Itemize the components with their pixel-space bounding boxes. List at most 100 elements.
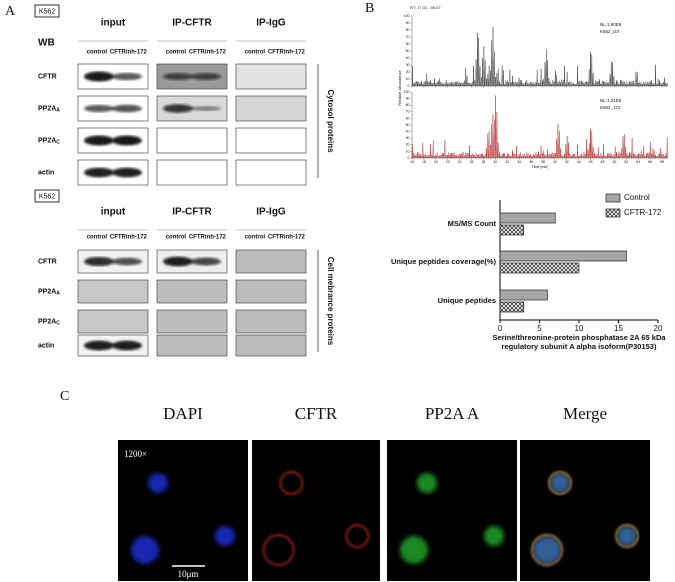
legend-label: CFTR-172 — [624, 208, 662, 217]
channel-label: CFTR — [295, 404, 338, 423]
y-tick-label: 0 — [408, 84, 410, 88]
bar — [499, 212, 556, 224]
band — [191, 73, 221, 80]
x-tick-label: 52 — [624, 160, 628, 164]
cell — [533, 536, 561, 564]
y-tick-label: 50 — [406, 123, 410, 127]
trace-name: K562_172 — [600, 105, 621, 110]
cell — [617, 526, 637, 546]
panel-label: C — [60, 389, 69, 404]
lane-label: control — [166, 235, 187, 241]
x-tick-label: 18 — [422, 160, 426, 164]
row-label-text: PP2A — [38, 137, 56, 144]
band — [84, 135, 114, 146]
micrograph — [252, 440, 380, 581]
band — [112, 167, 142, 178]
band — [84, 256, 114, 267]
lane-label: control — [166, 50, 187, 56]
y-tick-label: 100 — [404, 14, 410, 18]
legend-label: Control — [624, 193, 650, 202]
cell-membrane — [262, 534, 295, 566]
row-label: PP2AC — [38, 318, 60, 326]
trace-name: K562_ctrl — [600, 29, 619, 34]
lane-label: CFTRinh-172 — [110, 50, 148, 56]
x-tick-label: 42 — [565, 160, 569, 164]
band — [112, 72, 142, 81]
y-tick-label: 20 — [406, 70, 410, 74]
row-label: CFTR — [38, 73, 57, 80]
side-label: Cell mebrance proteins — [326, 257, 335, 346]
y-tick-label: 70 — [406, 35, 410, 39]
cell — [148, 473, 168, 493]
x-tick-label: 5 — [537, 324, 542, 333]
cell-membrane — [531, 534, 563, 566]
row-label-text: PP2A — [38, 318, 56, 325]
band — [84, 167, 114, 178]
category-label: MS/MS Count — [448, 219, 497, 228]
x-axis-label-line: Serine/threonine-protein phosphatase 2A … — [492, 333, 666, 342]
channel-label: DAPI — [163, 404, 203, 423]
x-tick-label: 26 — [470, 160, 474, 164]
category-label: Unique peptides — [438, 296, 496, 305]
x-tick-label: 28 — [481, 160, 485, 164]
trace-nl: NL:1.21E8 — [600, 98, 622, 103]
legend-swatch — [605, 193, 621, 203]
x-tick-label: 16 — [410, 160, 414, 164]
y-tick-label: 40 — [406, 56, 410, 60]
lane-label: CFTRinh-172 — [189, 235, 227, 241]
x-tick-label: 0 — [498, 324, 503, 333]
x-tick-label: 48 — [601, 160, 605, 164]
blot — [235, 95, 307, 122]
x-tick-label: 58 — [660, 160, 664, 164]
row-label: actin — [38, 342, 54, 349]
blot — [235, 159, 307, 186]
y-tick-label: 90 — [406, 21, 410, 25]
group-header: IP-CFTR — [172, 18, 212, 29]
group-header: IP-IgG — [256, 18, 286, 29]
y-axis-label: Relative Abundance — [397, 69, 402, 105]
band — [112, 257, 142, 266]
y-tick-label: 20 — [406, 143, 410, 147]
trace — [411, 95, 668, 159]
cell-line: K562 — [39, 8, 55, 15]
x-tick-label: 15 — [614, 324, 623, 333]
x-tick-label: 56 — [648, 160, 652, 164]
x-tick-label: 40 — [553, 160, 557, 164]
y-tick-label: 10 — [406, 149, 410, 153]
trace — [411, 26, 668, 87]
bar — [499, 289, 548, 301]
row-label-text: actin — [38, 342, 54, 349]
row-label: PP2AA — [38, 288, 60, 296]
row-label-sub: C — [56, 140, 60, 146]
lane-label: control — [87, 235, 108, 241]
y-tick-label: 30 — [406, 136, 410, 140]
channel-label: PP2A A — [425, 404, 480, 423]
cell-membrane — [548, 471, 572, 495]
bar — [499, 224, 525, 236]
y-tick-label: 30 — [406, 63, 410, 67]
bar — [499, 301, 525, 313]
x-tick-label: 34 — [517, 160, 521, 164]
x-tick-label: 54 — [636, 160, 640, 164]
cell — [550, 473, 570, 493]
lane-label: control — [245, 235, 266, 241]
group-header: input — [101, 207, 126, 218]
side-label: Cytosol proteins — [326, 89, 335, 153]
x-tick-label: 50 — [612, 160, 616, 164]
scale-label: 10μm — [178, 569, 199, 579]
y-tick-label: 80 — [406, 103, 410, 107]
row-label: CFTR — [38, 258, 57, 265]
cell-membrane — [615, 524, 639, 548]
y-tick-label: 70 — [406, 110, 410, 114]
group-header: IP-IgG — [256, 207, 286, 218]
x-tick-label: 22 — [446, 160, 450, 164]
band — [112, 135, 142, 146]
legend-swatch — [605, 208, 621, 218]
x-tick-label: 20 — [654, 324, 663, 333]
band — [191, 257, 221, 266]
bar — [499, 250, 627, 262]
band — [84, 340, 114, 351]
band — [163, 73, 193, 80]
bar — [499, 262, 580, 274]
